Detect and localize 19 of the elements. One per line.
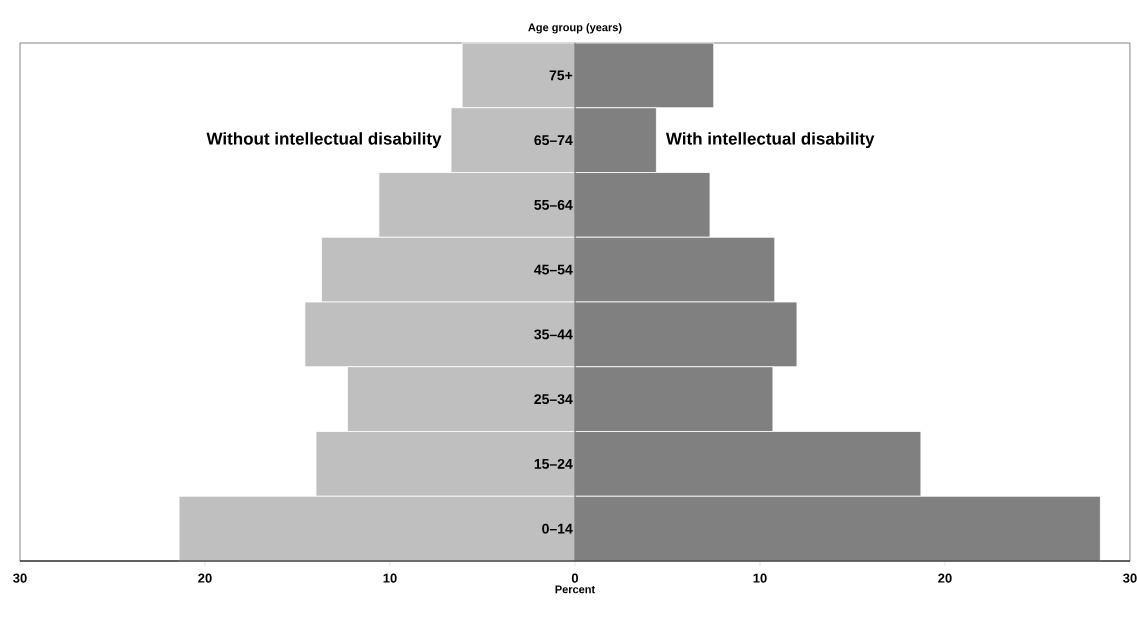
x-tick-label: 20: [938, 573, 952, 583]
x-tick-label: 30: [13, 573, 27, 583]
y-tick-label: 25–34: [534, 394, 573, 405]
x-tick-label: 30: [1123, 573, 1137, 583]
y-tick-label: 55–64: [534, 199, 573, 210]
x-axis-title: Percent: [555, 585, 596, 594]
y-tick-label: 15–24: [534, 458, 573, 469]
y-tick-label: 35–44: [534, 329, 573, 340]
y-axis-title: Age group (years): [528, 23, 622, 34]
series-label: Without intellectual disability: [206, 132, 442, 149]
x-tick-label: 0: [571, 573, 579, 583]
y-tick-label: 45–54: [534, 264, 573, 275]
y-tick-label: 75+: [549, 70, 573, 81]
series-label: With intellectual disability: [665, 132, 875, 149]
y-tick-label: 0–14: [542, 523, 573, 534]
x-tick-label: 10: [753, 573, 767, 583]
x-tick-label: 10: [383, 573, 397, 583]
y-tick-label: 65–74: [534, 135, 573, 146]
x-tick-label: 20: [198, 573, 212, 583]
